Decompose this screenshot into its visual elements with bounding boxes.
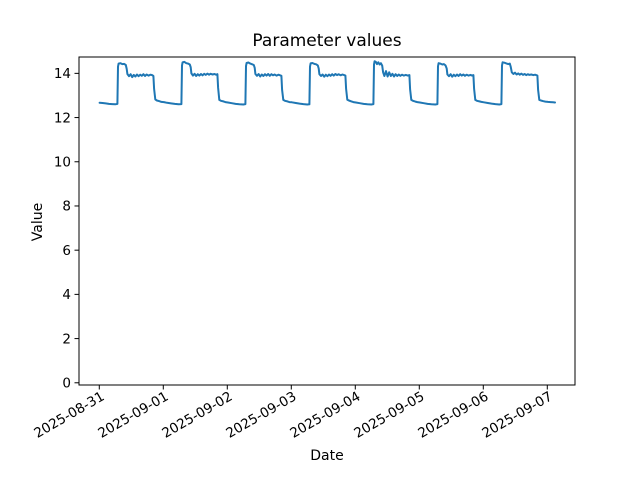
chart-title: Parameter values xyxy=(252,31,402,51)
y-tick-label: 0 xyxy=(62,375,71,391)
plot-border xyxy=(78,56,576,386)
y-tick-label: 12 xyxy=(54,110,71,126)
x-tick-label: 2025-09-04 xyxy=(287,389,363,442)
y-tick-label: 4 xyxy=(62,287,71,303)
y-tick-label: 10 xyxy=(54,154,71,170)
y-tick-label: 6 xyxy=(62,243,71,259)
x-axis-label: Date xyxy=(310,448,344,464)
x-tick-label: 2025-09-06 xyxy=(415,389,491,442)
series-line xyxy=(98,60,556,106)
x-tick-label: 2025-09-05 xyxy=(351,389,427,442)
x-tick-label: 2025-09-02 xyxy=(159,389,235,442)
x-tick-label: 2025-08-31 xyxy=(31,389,107,442)
x-tick-label: 2025-09-01 xyxy=(95,389,171,442)
y-tick-label: 8 xyxy=(62,199,71,215)
x-tick-label: 2025-09-03 xyxy=(223,389,299,442)
y-tick-label: 14 xyxy=(54,66,71,82)
x-tick-label: 2025-09-07 xyxy=(479,389,555,442)
y-tick-label: 2 xyxy=(62,331,71,347)
